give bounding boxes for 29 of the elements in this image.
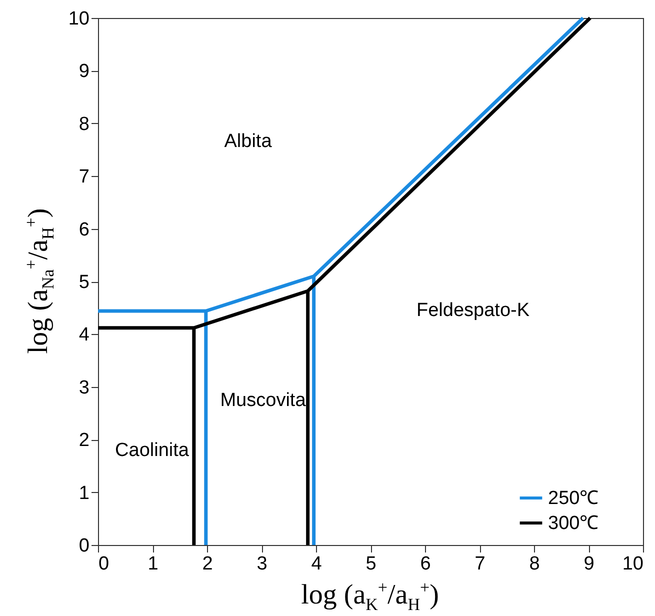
y-tick-label: 3 xyxy=(78,377,90,398)
annotation: Albita xyxy=(224,131,272,152)
x-tick-label: 2 xyxy=(202,554,213,574)
x-axis-title: log (a$_{K}$$^{+}$/a$_{H}$$^{+}$) xyxy=(301,578,439,615)
x-tick-label: 3 xyxy=(256,554,268,574)
y-tick-label: 9 xyxy=(78,61,90,82)
y-tick-label: 7 xyxy=(78,166,90,188)
x-tick-label: 6 xyxy=(420,554,431,574)
legend-label: 300℃ xyxy=(548,513,599,534)
x-tick-label: 7 xyxy=(474,554,486,574)
y-tick-label: 8 xyxy=(78,114,90,135)
y-tick-label: 0 xyxy=(78,536,90,556)
legend-label: 250℃ xyxy=(548,488,599,509)
x-tick-label: 9 xyxy=(584,554,594,574)
y-tick-label: 1 xyxy=(78,482,90,504)
y-tick-label: 6 xyxy=(78,219,90,240)
y-tick-label: 10 xyxy=(68,8,90,30)
x-tick-label: 1 xyxy=(148,554,158,574)
x-tick-label: 0 xyxy=(98,554,110,574)
x-tick-label: 8 xyxy=(529,554,540,574)
y-tick-label: 2 xyxy=(78,430,90,452)
annotation: Muscovita xyxy=(220,390,306,411)
y-tick-label: 4 xyxy=(78,324,90,346)
x-tick-label: 5 xyxy=(366,554,376,574)
annotation: Feldespato-K xyxy=(416,300,530,321)
x-tick-label: 10 xyxy=(622,554,644,574)
annotation: Caolinita xyxy=(115,440,190,461)
x-tick-label: 4 xyxy=(311,554,322,574)
y-tick-label: 5 xyxy=(78,272,90,293)
